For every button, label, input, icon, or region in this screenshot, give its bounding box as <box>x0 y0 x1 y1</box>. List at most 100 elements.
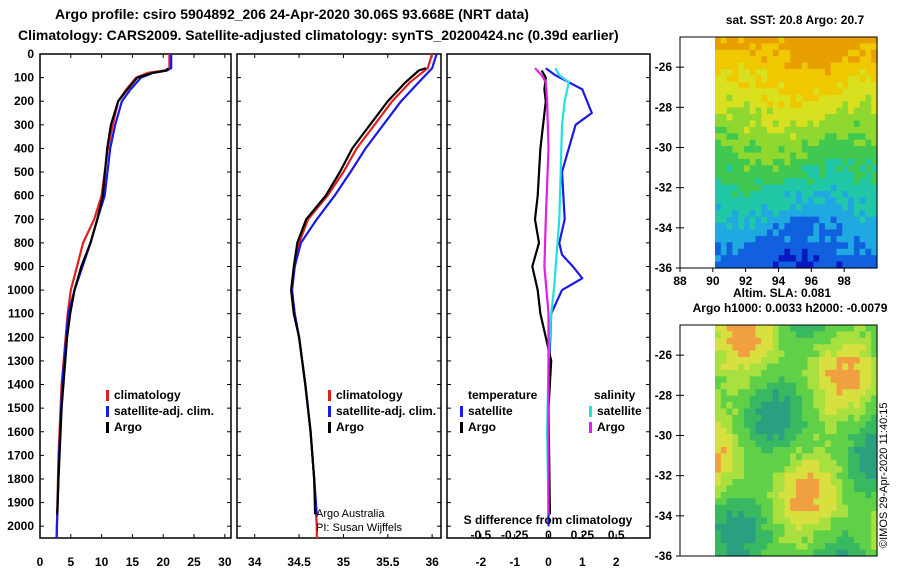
sla-map-cell <box>790 376 797 384</box>
sla-map-cell <box>830 363 838 371</box>
sst-map-cell <box>749 94 757 102</box>
salinity-profile-xtick-label: 36 <box>425 555 439 569</box>
sst-map-xtick-label: 94 <box>772 274 786 288</box>
sla-map-ytick-label: -32 <box>655 469 673 483</box>
sla-map-cell <box>871 408 878 416</box>
sla-map-cell <box>720 491 728 499</box>
sla-map-cell <box>767 440 774 448</box>
sst-map-cell <box>761 248 768 256</box>
sla-map-cell <box>842 344 849 352</box>
sst-map-cell <box>830 197 838 205</box>
sla-map-cell <box>743 536 751 544</box>
sla-map-cell <box>767 459 774 467</box>
sst-map-cell <box>830 152 838 160</box>
salinity-profile-xtick-label: 34 <box>248 555 262 569</box>
sla-map-cell <box>813 472 820 480</box>
sla-map-cell <box>859 357 867 365</box>
sst-map-cell <box>824 248 832 256</box>
sla-map-cell <box>761 408 768 416</box>
sla-map-cell <box>859 408 867 416</box>
sst-map-cell <box>778 56 786 64</box>
sla-map-cell <box>738 331 745 339</box>
sst-map-cell <box>853 152 861 160</box>
sla-map-cell <box>807 485 814 493</box>
sst-map-cell <box>865 133 872 141</box>
sla-map-cell <box>749 459 757 467</box>
sla-map-cell <box>772 511 780 519</box>
sst-map-cell <box>836 158 843 166</box>
sla-map-cell <box>749 466 757 474</box>
sst-map-cell <box>784 75 791 83</box>
legend-swatch <box>328 390 331 401</box>
sla-map-cell <box>772 446 780 454</box>
sla-map-cell <box>796 536 803 544</box>
sla-map-cell <box>784 427 791 435</box>
sst-map-cell <box>836 62 843 70</box>
sla-map-cell <box>790 325 797 333</box>
sst-map-cell <box>761 184 768 192</box>
sla-map-cell <box>726 446 733 454</box>
sla-map-cell <box>720 331 728 339</box>
sst-map-cell <box>720 197 728 205</box>
sla-map-cell <box>726 485 733 493</box>
sla-map-cell <box>830 344 838 352</box>
sst-map-cell <box>801 178 809 186</box>
sst-map-cell <box>761 88 768 96</box>
sla-map-cell <box>720 363 728 371</box>
sla-map-cell <box>738 543 745 551</box>
legend-swatch <box>589 406 592 417</box>
sst-map-cell <box>842 94 849 102</box>
sla-map-cell <box>813 549 820 557</box>
sst-map-cell <box>830 37 838 45</box>
sla-map-cell <box>807 357 814 365</box>
sla-map-cell <box>836 402 843 410</box>
sla-map-cell <box>859 498 867 506</box>
sst-map-cell <box>784 216 791 224</box>
sst-map-cell <box>715 101 722 109</box>
sla-map-ytick-label: -28 <box>655 388 673 402</box>
sst-map-cell <box>772 223 780 231</box>
sst-map-cell <box>738 184 745 192</box>
sla-map-cell <box>749 530 757 538</box>
sla-map-cell <box>801 337 809 345</box>
sst-map-cell <box>865 69 872 77</box>
sst-map-cell <box>767 223 774 231</box>
sst-map-cell <box>738 94 745 102</box>
sst-map-cell <box>842 133 849 141</box>
sla-map-cell <box>813 543 820 551</box>
sst-map-cell <box>726 158 733 166</box>
sst-map-cell <box>784 81 791 89</box>
sla-map-cell <box>807 498 814 506</box>
sst-map-cell <box>778 133 786 141</box>
depth-tick-label: 700 <box>14 212 34 226</box>
sla-map-cell <box>871 382 878 390</box>
sst-map-cell <box>871 139 878 147</box>
sla-map-cell <box>738 485 745 493</box>
sla-map-cell <box>720 466 728 474</box>
sla-map-cell <box>859 350 867 358</box>
sst-map-cell <box>732 255 739 263</box>
sla-map-cell <box>772 402 780 410</box>
sla-map-cell <box>749 543 757 551</box>
sla-map-cell <box>813 466 820 474</box>
sla-map-cell <box>807 363 814 371</box>
sst-map-cell <box>801 75 809 83</box>
sst-map-cell <box>755 191 762 199</box>
sla-map-cell <box>761 376 768 384</box>
sst-map-cell <box>726 248 733 256</box>
sst-map-cell <box>842 255 849 263</box>
sla-map-cell <box>772 337 780 345</box>
sla-map-cell <box>865 427 872 435</box>
sla-map-cell <box>761 536 768 544</box>
sla-map-cell <box>830 472 838 480</box>
sst-map-cell <box>871 43 878 51</box>
sst-map-cell <box>824 37 832 45</box>
sla-map-cell <box>871 325 878 333</box>
sla-map-cell <box>824 453 832 461</box>
sla-map-cell <box>819 376 826 384</box>
sst-map-cell <box>743 37 751 45</box>
sst-map-cell <box>726 216 733 224</box>
sla-map-cell <box>761 350 768 358</box>
sst-map-cell <box>767 261 774 269</box>
